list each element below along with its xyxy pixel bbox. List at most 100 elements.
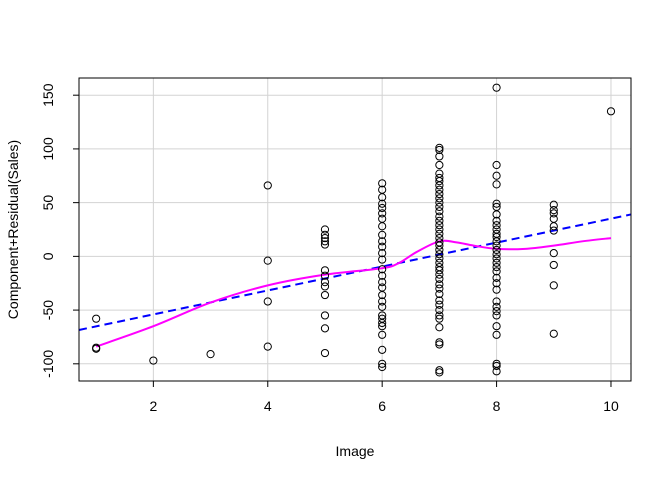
data-point — [492, 285, 501, 294]
data-point — [378, 179, 387, 188]
data-point — [435, 143, 444, 152]
data-point — [263, 297, 272, 306]
data-point — [492, 302, 501, 311]
data-point — [263, 342, 272, 351]
data-point — [435, 229, 444, 238]
x-tick-label: 2 — [149, 398, 157, 414]
data-point — [492, 160, 501, 170]
data-point — [378, 237, 387, 246]
data-point — [549, 209, 558, 218]
data-point — [435, 366, 444, 375]
data-point — [435, 311, 444, 320]
data-point — [492, 258, 501, 267]
data-point — [435, 314, 444, 323]
data-point — [378, 362, 387, 372]
data-point — [435, 241, 444, 250]
data-point — [320, 230, 330, 239]
data-point — [378, 359, 387, 368]
data-point — [435, 254, 444, 263]
x-tick-label: 4 — [264, 398, 272, 414]
data-point — [492, 171, 501, 180]
data-point — [492, 330, 501, 339]
data-point — [492, 311, 501, 320]
y-tick-label: 100 — [40, 137, 56, 161]
axes: 2 4 6 8 10 -100 -50 0 50 100 150 — [40, 83, 619, 414]
data-point — [435, 250, 444, 259]
data-point — [549, 226, 558, 235]
data-point — [320, 290, 330, 300]
y-tick-label: 50 — [40, 195, 56, 211]
smooth-line-layer — [95, 237, 612, 348]
data-point — [435, 245, 444, 255]
data-point — [492, 216, 501, 226]
data-point — [435, 160, 444, 170]
data-point — [378, 255, 387, 264]
data-point — [435, 194, 444, 203]
data-point — [492, 232, 501, 242]
data-point — [378, 230, 387, 239]
data-point — [378, 322, 387, 331]
data-point — [435, 189, 444, 199]
data-point — [435, 300, 444, 309]
data-point — [492, 210, 501, 219]
data-point — [492, 273, 501, 282]
data-point — [320, 324, 330, 333]
data-point — [492, 322, 501, 331]
data-point — [435, 270, 444, 279]
data-point — [549, 206, 558, 215]
data-point — [435, 207, 444, 216]
data-point — [378, 203, 387, 213]
data-point — [549, 260, 558, 270]
x-tick-label: 10 — [603, 398, 619, 414]
data-point — [435, 221, 444, 230]
data-point — [378, 318, 387, 328]
data-point — [378, 330, 387, 339]
data-point — [320, 311, 330, 320]
data-point — [435, 280, 444, 289]
data-point — [92, 344, 101, 353]
data-point — [492, 297, 501, 306]
data-point — [378, 302, 387, 311]
data-point — [492, 237, 501, 246]
data-point — [378, 297, 387, 306]
data-point — [435, 340, 444, 349]
data-point — [549, 222, 558, 231]
data-point — [492, 221, 501, 230]
y-tick-label: 0 — [40, 252, 56, 260]
data-point — [549, 281, 558, 290]
data-point — [320, 225, 330, 234]
data-point — [378, 345, 387, 354]
data-point — [378, 242, 387, 251]
data-point — [492, 199, 501, 208]
data-point — [320, 233, 330, 243]
data-point — [492, 250, 501, 259]
data-point — [492, 180, 501, 189]
data-point — [492, 254, 501, 263]
data-point — [549, 249, 558, 258]
data-point — [435, 202, 444, 212]
data-point — [378, 278, 387, 287]
data-point — [492, 83, 501, 92]
data-point — [435, 198, 444, 207]
data-point — [606, 107, 616, 116]
data-point — [320, 271, 330, 280]
data-point — [320, 266, 330, 275]
data-point — [435, 305, 444, 315]
data-point — [378, 271, 387, 280]
data-point — [492, 245, 501, 255]
data-point — [492, 279, 501, 288]
data-point — [435, 368, 444, 377]
data-point — [492, 367, 501, 376]
data-point — [435, 145, 444, 155]
grid — [79, 78, 631, 381]
data-point — [378, 209, 387, 218]
data-point — [435, 338, 444, 347]
data-point — [378, 290, 387, 300]
data-point — [435, 258, 444, 267]
data-point — [435, 212, 444, 221]
data-point — [435, 289, 444, 299]
data-point — [492, 263, 501, 272]
data-point — [320, 237, 330, 246]
data-point — [549, 214, 558, 223]
